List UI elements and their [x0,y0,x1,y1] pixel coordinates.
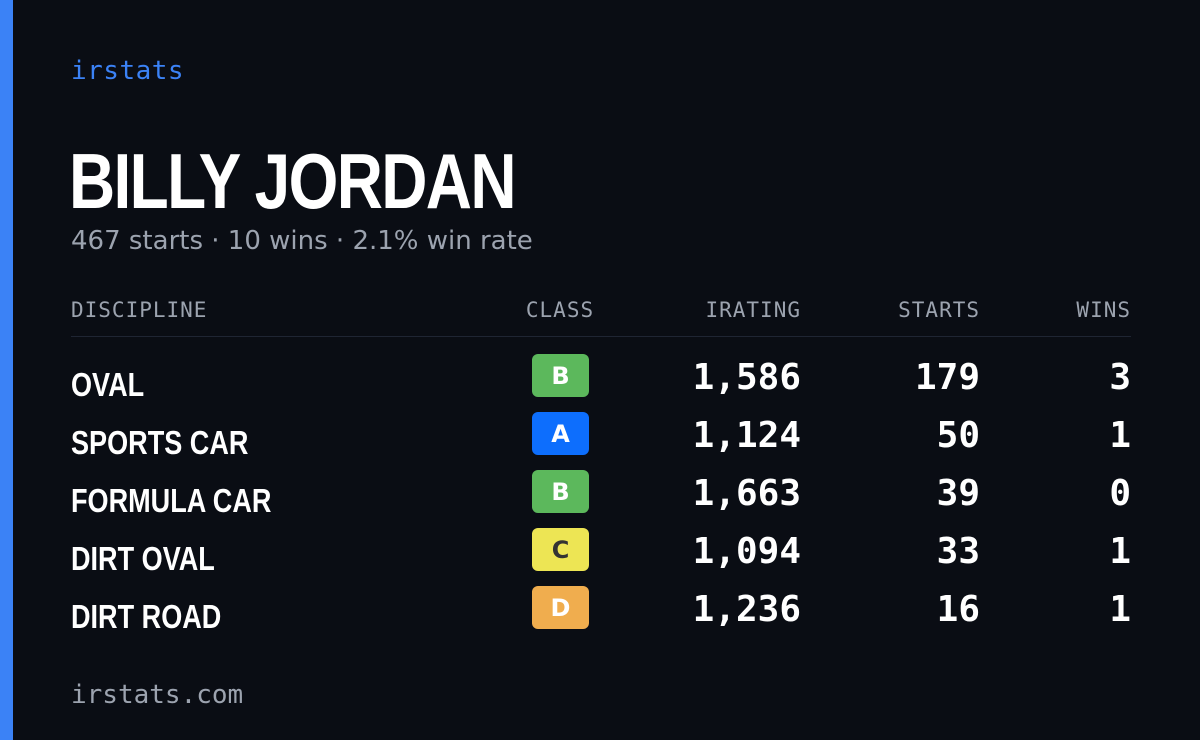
row-discipline: OVAL [71,366,145,403]
header-class-label: CLASS [525,298,595,322]
row-wins: 1 [1109,415,1131,456]
discipline-table: OVAL B 1,586 179 3 SPORTS CAR A 1,124 50… [71,350,1131,640]
row-discipline: DIRT ROAD [71,598,222,635]
license-class-badge: B [532,354,589,397]
header-divider [71,336,1131,337]
row-discipline: SPORTS CAR [71,424,249,461]
row-discipline: FORMULA CAR [71,482,272,519]
row-irating: 1,124 [692,415,801,456]
row-discipline: DIRT OVAL [71,540,215,577]
table-row: DIRT ROAD D 1,236 16 1 [71,582,1131,640]
header-irating: IRATING [705,298,801,322]
row-starts: 50 [936,415,980,456]
row-starts: 179 [914,357,980,398]
footer-url: irstats.com [71,680,244,710]
row-irating: 1,236 [692,589,801,630]
row-irating: 1,663 [692,473,801,514]
row-starts: 33 [936,531,980,572]
table-row: DIRT OVAL C 1,094 33 1 [71,524,1131,582]
header-discipline: DISCIPLINE [71,298,208,322]
header-starts: STARTS [898,298,980,322]
table-row: FORMULA CAR B 1,663 39 0 [71,466,1131,524]
row-wins: 1 [1109,589,1131,630]
row-irating: 1,586 [692,357,801,398]
table-row: OVAL B 1,586 179 3 [71,350,1131,408]
row-wins: 1 [1109,531,1131,572]
player-name: BILLY JORDAN [69,137,517,225]
header-wins: WINS [1076,298,1131,322]
row-irating: 1,094 [692,531,801,572]
row-starts: 39 [936,473,980,514]
license-class-badge: A [532,412,589,455]
license-class-badge: D [532,586,589,629]
table-header: DISCIPLINE CLASS IRATING STARTS WINS [71,298,1131,328]
row-wins: 3 [1109,357,1131,398]
player-summary: 467 starts · 10 wins · 2.1% win rate [71,226,533,256]
table-row: SPORTS CAR A 1,124 50 1 [71,408,1131,466]
row-starts: 16 [936,589,980,630]
brand-logo: irstats [71,56,185,86]
accent-bar [0,0,13,740]
license-class-badge: C [532,528,589,571]
license-class-badge: B [532,470,589,513]
row-wins: 0 [1109,473,1131,514]
